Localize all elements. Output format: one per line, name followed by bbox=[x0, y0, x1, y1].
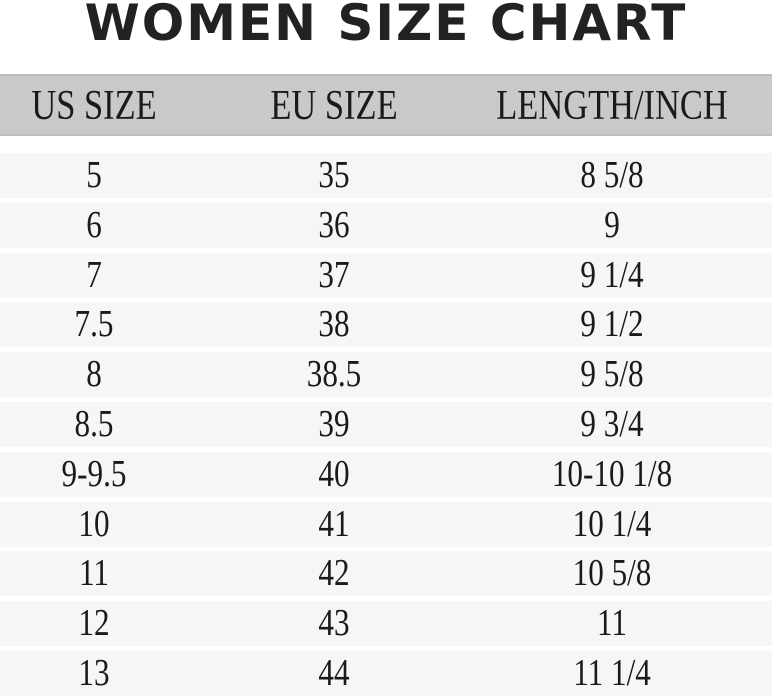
table-cell: 10 1/4 bbox=[572, 502, 652, 545]
table-cell: 8 5/8 bbox=[580, 154, 644, 196]
table-row: 7 37 9 1/4 bbox=[0, 252, 772, 298]
table-cell: 5 bbox=[86, 154, 102, 196]
table-row: 5 35 8 5/8 bbox=[0, 153, 772, 198]
table-cell: 10 bbox=[78, 502, 110, 545]
table-cell: 38 bbox=[318, 303, 350, 346]
table-cell: 7.5 bbox=[74, 303, 114, 346]
table-cell: 7 bbox=[86, 253, 102, 296]
table-row: 13 44 11 1/4 bbox=[0, 651, 772, 696]
table-row: 12 43 11 bbox=[0, 601, 772, 647]
table-row: 10 41 10 1/4 bbox=[0, 501, 772, 547]
table-cell: 35 bbox=[318, 154, 350, 196]
table-cell: 12 bbox=[78, 602, 110, 645]
table-cell: 39 bbox=[318, 403, 350, 445]
table-cell: 42 bbox=[318, 552, 350, 595]
table-cell: 9 5/8 bbox=[580, 353, 644, 396]
table-cell: 9-9.5 bbox=[61, 452, 127, 495]
table-cell: 9 1/2 bbox=[580, 303, 644, 346]
table-row: 7.5 38 9 1/2 bbox=[0, 302, 772, 348]
column-header: LENGTH/INCH bbox=[496, 83, 728, 129]
column-header: EU SIZE bbox=[270, 83, 398, 129]
table-cell: 37 bbox=[318, 253, 350, 296]
table-cell: 43 bbox=[318, 602, 350, 645]
table-row: 11 42 10 5/8 bbox=[0, 551, 772, 597]
table-row: 8.5 39 9 3/4 bbox=[0, 402, 772, 447]
chart-title: WOMEN SIZE CHART bbox=[84, 0, 688, 52]
table-cell: 36 bbox=[318, 203, 350, 246]
table-cell: 11 bbox=[78, 552, 110, 595]
table-cell: 9 bbox=[604, 203, 620, 246]
table-row: 8 38.5 9 5/8 bbox=[0, 352, 772, 398]
column-header: US SIZE bbox=[31, 83, 157, 129]
table-cell: 9 3/4 bbox=[580, 403, 644, 445]
table-cell: 11 1/4 bbox=[573, 652, 651, 694]
table-cell: 41 bbox=[318, 502, 350, 545]
table-cell: 13 bbox=[78, 652, 110, 694]
table-cell: 8 bbox=[86, 353, 102, 396]
table-cell: 8.5 bbox=[74, 403, 114, 445]
table-header: US SIZE EU SIZE LENGTH/INCH bbox=[0, 74, 772, 136]
table-row: 9-9.5 40 10-10 1/8 bbox=[0, 451, 772, 497]
table-cell: 10 5/8 bbox=[572, 552, 652, 595]
table-cell: 11 bbox=[596, 602, 628, 645]
table-cell: 44 bbox=[318, 652, 350, 694]
table-cell: 10-10 1/8 bbox=[551, 452, 673, 495]
table-cell: 6 bbox=[86, 203, 102, 246]
table-row: 6 36 9 bbox=[0, 202, 772, 248]
table-cell: 9 1/4 bbox=[580, 253, 644, 296]
table-cell: 38.5 bbox=[306, 353, 362, 396]
table-cell: 40 bbox=[318, 452, 350, 495]
